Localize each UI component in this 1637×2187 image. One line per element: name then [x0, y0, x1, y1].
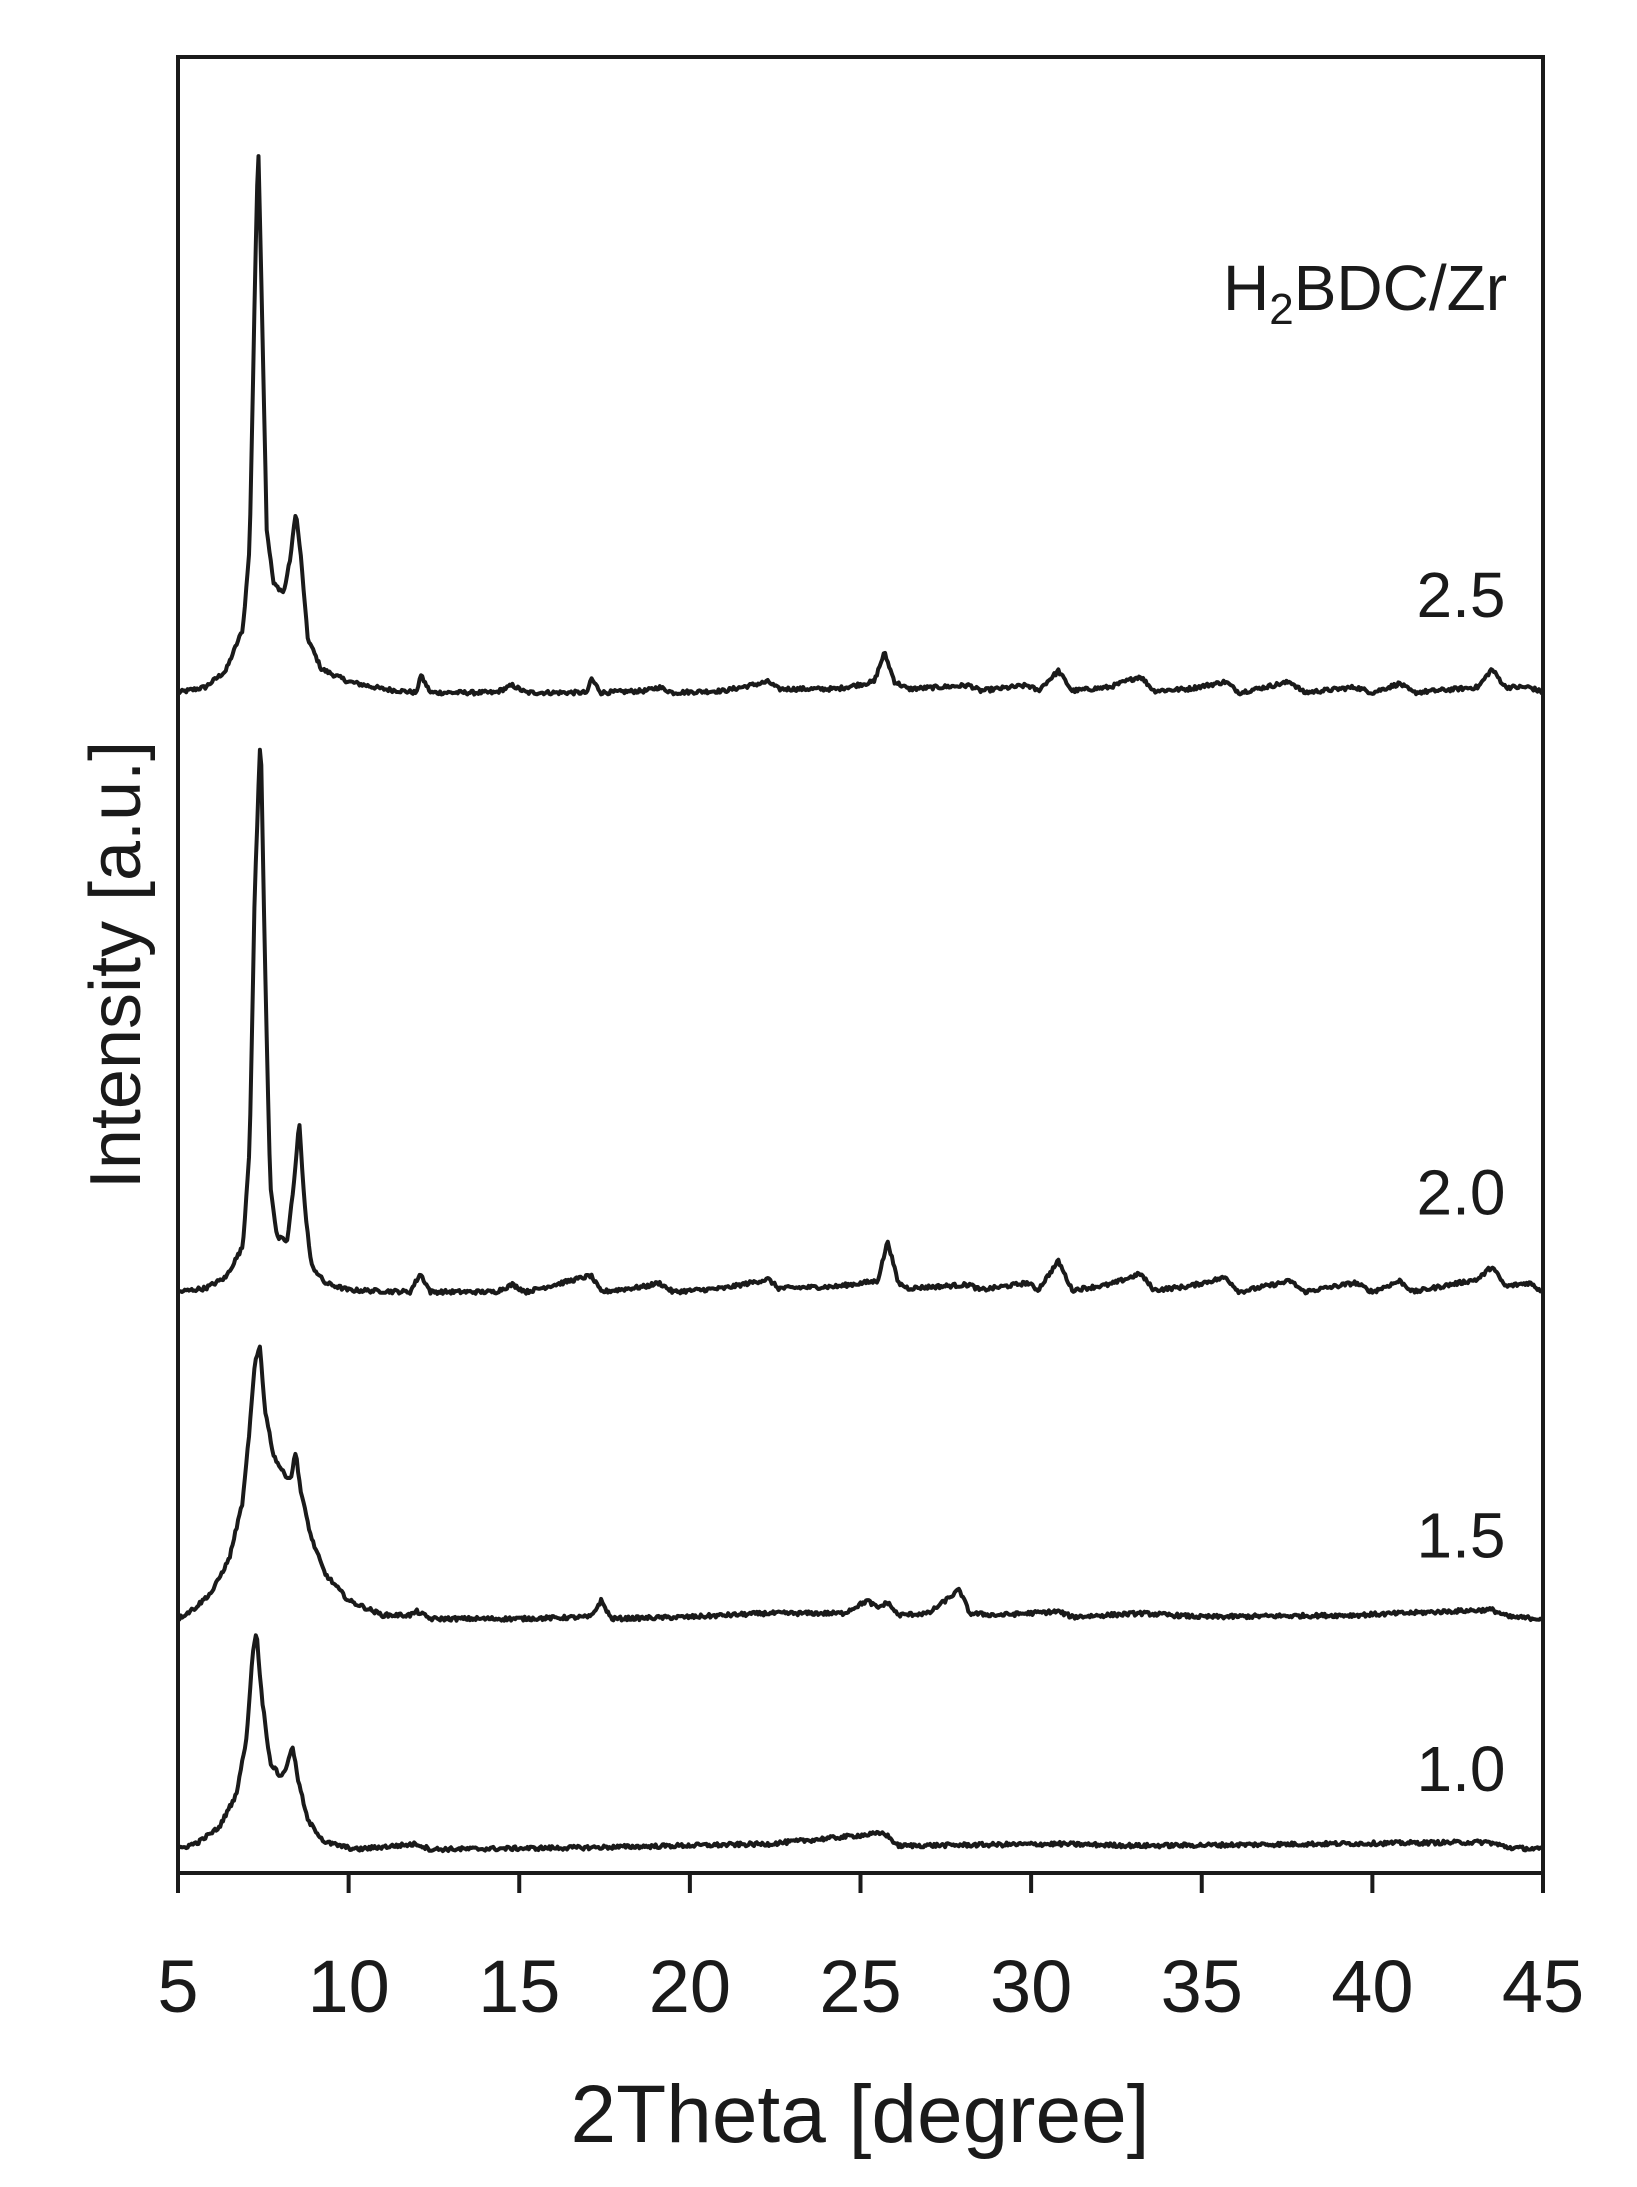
x-tick-label-6: 35: [1161, 1945, 1243, 2028]
legend-title-main: H: [1223, 252, 1269, 324]
x-tick-label-1: 10: [307, 1945, 389, 2028]
series-label-1-5: 1.5: [1416, 1500, 1505, 1572]
series-label-1-0: 1.0: [1416, 1733, 1505, 1805]
x-tick-label-5: 30: [990, 1945, 1072, 2028]
series-line-2-5: [176, 154, 1544, 697]
x-axis-label: 2Theta [degree]: [571, 2069, 1150, 2160]
legend-title-subscript: 2: [1269, 285, 1293, 334]
series-label-2-0: 2.0: [1416, 1156, 1505, 1228]
series-label-2-5: 2.5: [1416, 559, 1505, 631]
x-tick-label-8: 45: [1502, 1945, 1584, 2028]
series-layer: [176, 154, 1545, 1854]
y-axis-label: Intensity [a.u.]: [76, 741, 156, 1189]
x-tick-label-3: 20: [649, 1945, 731, 2028]
series-line-2-0: [177, 747, 1545, 1296]
x-tick-label-4: 25: [819, 1945, 901, 2028]
series-labels: 2.5 2.0 1.5 1.0: [1416, 559, 1505, 1805]
series-line-1-5: [177, 1344, 1544, 1623]
x-tick-label-2: 15: [478, 1945, 560, 2028]
x-axis-ticks: 5 10 15 20 25 30 35 40 45: [157, 1873, 1584, 2028]
series-line-1-0: [176, 1633, 1545, 1854]
legend-title: H2BDC/Zr: [1223, 252, 1507, 334]
x-tick-label-0: 5: [157, 1945, 198, 2028]
legend-title-rest: BDC/Zr: [1294, 252, 1507, 324]
x-tick-label-7: 40: [1331, 1945, 1413, 2028]
